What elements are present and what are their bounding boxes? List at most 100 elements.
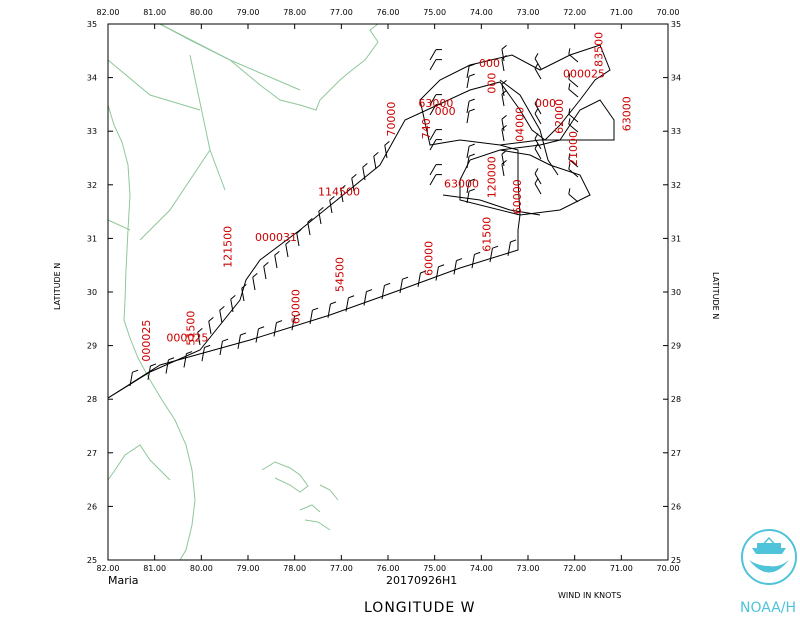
wind-barb-flag bbox=[468, 63, 475, 67]
wind-barb-staff bbox=[501, 84, 505, 97]
wind-barb-staff bbox=[534, 113, 542, 125]
lat-label-left: 32 bbox=[87, 181, 97, 190]
wind-barb-staff bbox=[362, 167, 366, 181]
altitude-label: 114500 bbox=[318, 186, 360, 199]
y-axis-title-left: LATITUDE N bbox=[53, 263, 62, 310]
state-border bbox=[189, 54, 226, 191]
wind-barb-flag bbox=[474, 251, 481, 255]
lon-label-top: 82.00 bbox=[97, 8, 120, 17]
wind-barb-staff bbox=[309, 310, 313, 325]
wind-barb-staff bbox=[568, 88, 579, 98]
storm-name: Maria bbox=[108, 574, 139, 587]
wind-barb-staff bbox=[429, 59, 437, 71]
lat-label-right: 34 bbox=[671, 74, 681, 83]
bahamas-island bbox=[304, 519, 331, 531]
lat-label-right: 27 bbox=[671, 449, 681, 458]
wind-barb-flag bbox=[501, 79, 507, 85]
wind-barb-staff bbox=[466, 191, 470, 204]
lat-label-left: 28 bbox=[87, 395, 97, 404]
state-border bbox=[159, 23, 301, 91]
flight-track-segment bbox=[107, 44, 615, 399]
wind-barb-staff bbox=[208, 321, 212, 335]
wind-barb-staff bbox=[501, 49, 505, 62]
wind-barb-flag bbox=[492, 245, 499, 249]
altitude-label: 000031 bbox=[255, 231, 297, 244]
wind-barb-flag bbox=[501, 44, 507, 50]
wind-barb-staff bbox=[568, 123, 579, 133]
lat-label-right: 25 bbox=[671, 556, 681, 565]
wind-barb-flag bbox=[468, 108, 475, 112]
altitude-label: 63000 bbox=[418, 97, 453, 110]
flight-id: 20170926H1 bbox=[386, 574, 457, 587]
wind-barb-staff bbox=[147, 365, 151, 380]
lon-label-top: 78.00 bbox=[283, 8, 306, 17]
lon-label-bottom: 73.00 bbox=[517, 564, 540, 573]
wind-barb-staff bbox=[568, 168, 579, 178]
wind-barb-staff bbox=[219, 341, 223, 356]
noaa-logo bbox=[741, 529, 797, 585]
wind-barb-flag bbox=[204, 344, 211, 348]
flight-track-segment bbox=[107, 144, 521, 399]
wind-barb-staff bbox=[568, 78, 579, 88]
wind-barb-flag bbox=[222, 338, 229, 342]
wind-barb-staff bbox=[466, 101, 470, 114]
wind-barb-staff bbox=[381, 285, 385, 300]
wind-barb-staff bbox=[501, 119, 505, 132]
wind-barb-flag bbox=[150, 363, 157, 367]
lon-label-bottom: 80.00 bbox=[190, 564, 213, 573]
wind-barb-staff bbox=[429, 104, 437, 116]
wind-barb-flag bbox=[510, 239, 517, 243]
altitude-label: 04000 bbox=[513, 107, 526, 142]
wind-barb-flag bbox=[568, 163, 571, 170]
altitude-label: 000025 bbox=[166, 331, 208, 344]
lat-label-right: 33 bbox=[671, 127, 681, 136]
lat-label-right: 30 bbox=[671, 288, 681, 297]
lon-label-bottom: 81.00 bbox=[143, 564, 166, 573]
wind-barb-staff bbox=[219, 310, 223, 324]
wind-barb-staff bbox=[296, 233, 300, 247]
lon-label-bottom: 71.00 bbox=[610, 564, 633, 573]
wind-barb-flag bbox=[230, 294, 236, 300]
altitude-label: 000025 bbox=[140, 320, 153, 362]
wind-barb-staff bbox=[285, 244, 289, 258]
wind-barb-flag bbox=[568, 153, 571, 160]
altitude-label: 000 bbox=[479, 57, 500, 70]
wind-barb-flag bbox=[285, 239, 291, 245]
altitude-label: 61500 bbox=[481, 217, 494, 252]
wind-barb-flag bbox=[568, 83, 571, 90]
wind-barb-flag bbox=[384, 282, 391, 286]
wind-barb-flag bbox=[420, 270, 427, 274]
lon-label-top: 79.00 bbox=[237, 8, 260, 17]
altitude-label: 120000 bbox=[485, 156, 498, 198]
wind-barb-staff bbox=[489, 248, 493, 263]
wind-barb-flag bbox=[534, 133, 539, 139]
altitude-label: 000 bbox=[435, 105, 456, 118]
wind-barb-flag bbox=[534, 178, 539, 184]
wind-barb-flag bbox=[373, 151, 379, 157]
wind-barb-flag bbox=[348, 295, 355, 299]
lon-label-bottom: 78.00 bbox=[283, 564, 306, 573]
wind-barb-staff bbox=[373, 156, 377, 170]
wind-barb-flag bbox=[276, 320, 283, 324]
altitude-label: 70000 bbox=[385, 102, 398, 137]
flight-track-segment bbox=[442, 194, 541, 216]
wind-barb-staff bbox=[241, 288, 245, 302]
wind-barb-flag bbox=[534, 53, 539, 59]
wind-barb-flag bbox=[219, 305, 225, 311]
wind-barb-staff bbox=[429, 174, 437, 186]
wind-barb-staff bbox=[307, 222, 311, 236]
wind-barb-staff bbox=[466, 111, 470, 124]
wind-barb-staff bbox=[466, 146, 470, 159]
wind-barb-flag bbox=[468, 153, 475, 157]
lat-label-right: 28 bbox=[671, 395, 681, 404]
wind-barb-staff bbox=[263, 266, 267, 280]
wind-barb-staff bbox=[129, 372, 133, 387]
state-border bbox=[107, 59, 201, 111]
wind-barbs bbox=[129, 44, 579, 387]
altitude-label: 21000 bbox=[567, 131, 580, 166]
lat-label-left: 34 bbox=[87, 74, 97, 83]
lon-label-bottom: 75.00 bbox=[423, 564, 446, 573]
wind-barb-staff bbox=[363, 291, 367, 306]
wind-barb-flag bbox=[330, 301, 337, 305]
lat-label-left: 30 bbox=[87, 288, 97, 297]
